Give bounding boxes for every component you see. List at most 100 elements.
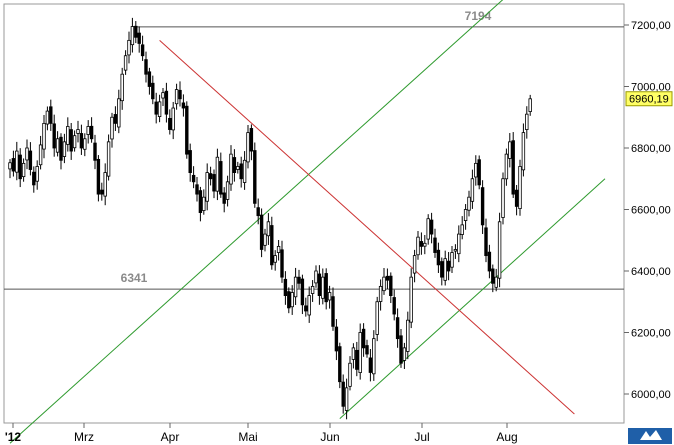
candle-body xyxy=(327,292,332,301)
candle-body xyxy=(45,110,50,125)
candle-body xyxy=(331,296,335,327)
logo-icon xyxy=(628,428,672,444)
x-tick-label: Apr xyxy=(161,430,180,444)
candle-body xyxy=(450,252,454,268)
candle-body xyxy=(72,135,77,149)
candle-body xyxy=(385,275,390,281)
candle-body xyxy=(361,328,366,349)
plot-frame xyxy=(3,3,625,424)
y-tick-label: 6400,00 xyxy=(631,266,671,278)
trend-lines xyxy=(9,0,606,444)
candle-body xyxy=(151,82,155,100)
candle-body xyxy=(355,349,359,370)
candle-body xyxy=(491,268,495,284)
candle-body xyxy=(147,71,152,87)
candle-body xyxy=(157,101,162,117)
candle-body xyxy=(287,291,291,309)
candle-body xyxy=(419,241,424,247)
candle-body xyxy=(508,141,512,159)
candle-body xyxy=(35,166,39,182)
candle-body xyxy=(89,125,94,140)
candle-body xyxy=(317,273,322,297)
candle-body xyxy=(273,255,277,263)
candle-body xyxy=(205,172,209,202)
candle-body xyxy=(249,128,254,152)
candle-body xyxy=(79,133,84,149)
candle-body xyxy=(222,192,226,204)
candle-body xyxy=(174,89,179,105)
logo-badge xyxy=(628,428,672,444)
x-tick-label: Jul xyxy=(414,430,429,444)
candle-body xyxy=(290,292,294,308)
candle-body xyxy=(372,338,376,375)
candle-body xyxy=(307,295,311,316)
candle-body xyxy=(514,189,519,207)
candle-body xyxy=(127,39,131,56)
candle-body xyxy=(477,159,481,186)
candle-body xyxy=(106,141,111,177)
candle-body xyxy=(484,227,488,257)
candle-body xyxy=(232,157,237,173)
candle-body xyxy=(518,166,522,210)
level-label: 6341 xyxy=(121,271,148,285)
candle-body xyxy=(168,117,172,130)
candle-body xyxy=(446,260,451,272)
trend-line-upper-uptrend xyxy=(9,0,504,444)
candle-body xyxy=(18,154,22,180)
candle-body xyxy=(324,273,328,303)
candle-body xyxy=(83,138,87,150)
candle-body xyxy=(242,159,247,183)
candle-body xyxy=(137,32,141,44)
candle-body xyxy=(52,123,56,149)
candle-body xyxy=(487,251,492,272)
candle-body xyxy=(521,132,526,171)
candle-body xyxy=(395,317,400,340)
x-tick-label: Mai xyxy=(238,430,257,444)
candle-body xyxy=(195,184,199,195)
candle-body xyxy=(117,98,121,128)
candle-body xyxy=(188,150,192,174)
candle-body xyxy=(412,255,417,274)
candle-body xyxy=(181,102,186,109)
candle-body xyxy=(467,196,471,211)
candle-body xyxy=(426,218,430,240)
candle-body xyxy=(409,276,413,323)
candle-body xyxy=(429,219,434,235)
candle-body xyxy=(276,245,281,253)
candle-body xyxy=(21,162,26,178)
candle-body xyxy=(270,225,274,266)
candle-body xyxy=(130,26,135,46)
candle-body xyxy=(293,276,298,298)
candle-body xyxy=(382,276,386,292)
candle-body xyxy=(351,347,356,360)
candle-body xyxy=(55,138,60,153)
candle-body xyxy=(15,150,19,173)
candle-body xyxy=(463,209,468,221)
y-tick-label: 7200,00 xyxy=(631,20,671,32)
candle-body xyxy=(140,44,145,57)
candle-body xyxy=(212,174,216,192)
candle-body xyxy=(470,178,475,202)
candle-body xyxy=(202,196,206,211)
y-axis: 6000,00 6200,00 6400,00 6600,00 6800,00 7000,… xyxy=(624,20,671,401)
x-axis: '12 Mrz Apr Mai Jun Jul Aug xyxy=(5,423,518,444)
x-tick-label: Aug xyxy=(496,430,517,444)
candle-body xyxy=(365,345,369,355)
last-price-label: 6960,19 xyxy=(629,94,669,106)
candle-body xyxy=(42,123,46,150)
candle-body xyxy=(504,153,509,180)
candle-body xyxy=(93,142,97,161)
trend-line-downtrend xyxy=(159,40,575,415)
last-price-box xyxy=(625,91,673,107)
plot-area xyxy=(3,3,625,424)
candle-body xyxy=(185,105,189,155)
candle-body xyxy=(501,178,505,218)
candle-body xyxy=(266,221,271,237)
candle-body xyxy=(229,153,233,185)
y-tick-label: 6800,00 xyxy=(631,143,671,155)
candle-body xyxy=(62,141,67,157)
candle-body xyxy=(416,236,420,256)
candle-body xyxy=(49,106,53,124)
